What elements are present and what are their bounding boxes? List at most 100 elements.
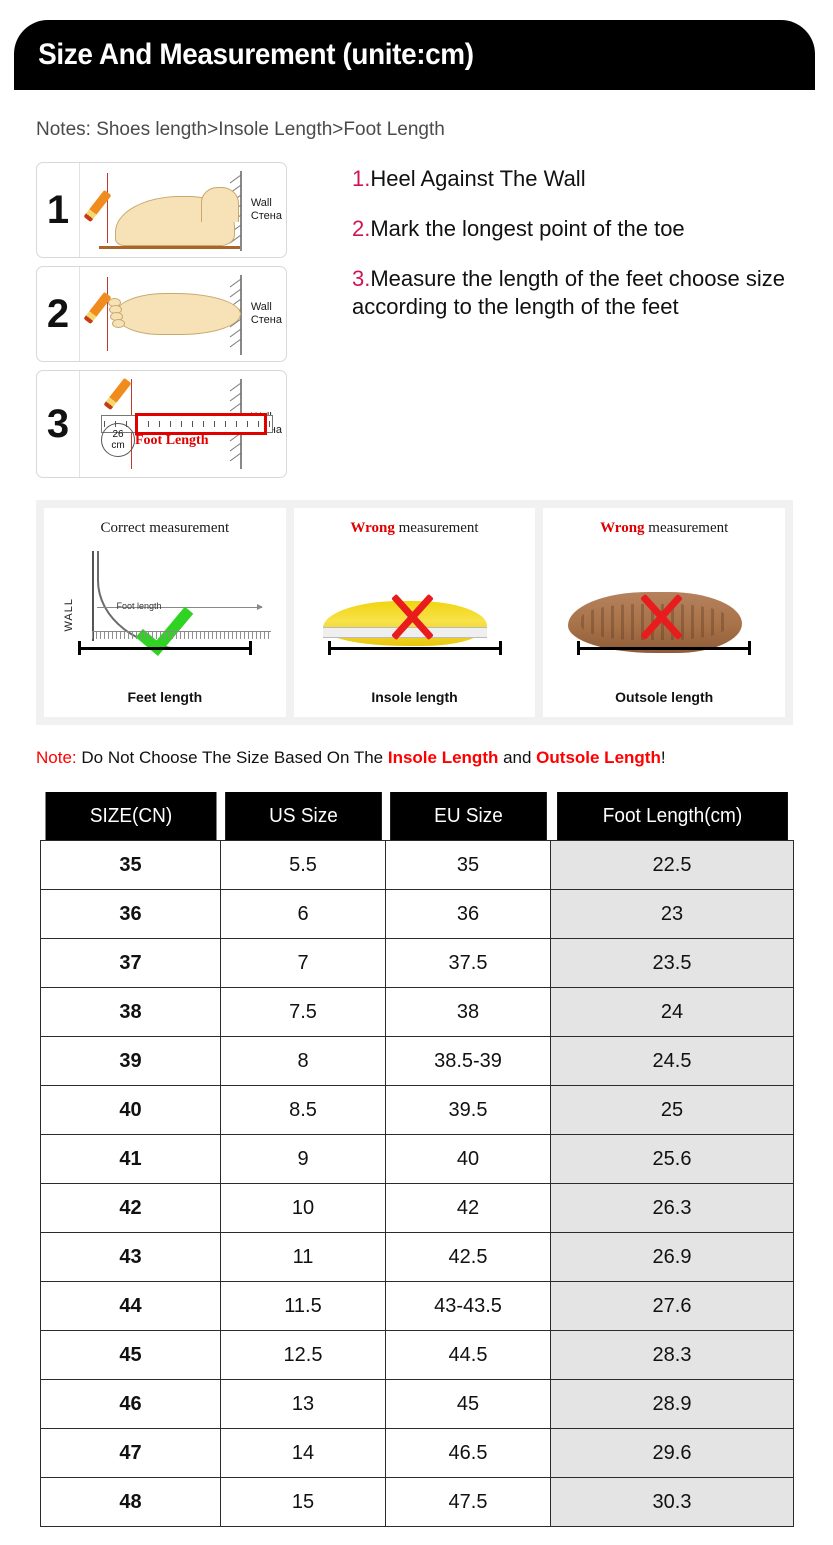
- foot-length-arrow-icon: [97, 603, 263, 610]
- measure-bar-icon: [327, 641, 502, 655]
- cell-eu-size: 46.5: [385, 1428, 551, 1478]
- cell-size-cn: 43: [40, 1232, 221, 1282]
- warning-note-part1: Do Not Choose The Size Based On The: [76, 748, 388, 767]
- cell-size-cn: 39: [40, 1036, 221, 1086]
- cell-foot-length: 25: [550, 1085, 794, 1135]
- cell-foot-length: 28.9: [550, 1379, 794, 1429]
- cell-size-cn: 46: [40, 1379, 221, 1429]
- wall-line-icon: [92, 551, 95, 641]
- cell-us-size: 13: [220, 1379, 386, 1429]
- cell-foot-length: 29.6: [550, 1428, 794, 1478]
- comparison-title-insole: Wrong measurement: [350, 520, 478, 537]
- table-row: 41 9 40 25.6: [40, 1134, 794, 1184]
- foot-side-view-diagram: Wall Стена: [79, 163, 286, 257]
- cell-size-cn: 48: [40, 1477, 221, 1527]
- size-table: SIZE(CN) US Size EU Size Foot Length(cm)…: [40, 792, 794, 1527]
- instruction-text: Measure the length of the feet choose si…: [352, 266, 785, 319]
- warning-highlight-outsole: Outsole Length: [536, 748, 661, 767]
- cell-us-size: 7.5: [220, 987, 386, 1037]
- comparison-title-text: Correct measurement: [100, 520, 230, 536]
- table-row: 40 8.5 39.5 25: [40, 1085, 794, 1135]
- cell-eu-size: 36: [385, 889, 551, 939]
- step-card-2: 2 Wall Стена: [36, 266, 287, 362]
- warning-highlight-insole: Insole Length: [387, 748, 499, 767]
- cell-size-cn: 47: [40, 1428, 221, 1478]
- comparison-title-correct: Correct measurement: [100, 520, 229, 537]
- cell-foot-length: 26.3: [550, 1183, 794, 1233]
- instruction-item-3: 3.Measure the length of the feet choose …: [352, 265, 814, 321]
- comparison-caption-feet: Feet length: [127, 689, 203, 705]
- cell-size-cn: 44: [40, 1281, 221, 1331]
- wall-label-2: Wall Стена: [250, 301, 282, 326]
- cell-size-cn: 40: [40, 1085, 221, 1135]
- ruler-ticks-icon: [104, 421, 270, 427]
- outsole-measurement-art: [543, 537, 785, 689]
- measure-bar-icon: [577, 641, 752, 655]
- cell-us-size: 5.5: [220, 840, 386, 890]
- foot-top-shape: [108, 293, 241, 335]
- cell-us-size: 7: [220, 938, 386, 988]
- instruction-index: 2.: [352, 216, 371, 241]
- comparison-panel-outsole: Wrong measurement Outsole length: [543, 508, 786, 717]
- cell-us-size: 12.5: [220, 1330, 386, 1380]
- toes-icon: [108, 298, 130, 330]
- cell-foot-length: 30.3: [550, 1477, 794, 1527]
- cell-foot-length: 23.5: [550, 938, 794, 988]
- table-row: 47 14 46.5 29.6: [40, 1428, 794, 1478]
- measure-bar-icon: [77, 641, 252, 655]
- insole-measurement-art: [294, 537, 536, 689]
- cell-foot-length: 27.6: [550, 1281, 794, 1331]
- cell-us-size: 9: [220, 1134, 386, 1184]
- comparison-title-text: measurement: [394, 520, 479, 536]
- cell-size-cn: 36: [40, 889, 221, 939]
- cell-size-cn: 38: [40, 987, 221, 1037]
- cell-eu-size: 38.5-39: [385, 1036, 551, 1086]
- step-number: 3: [37, 371, 80, 477]
- cell-eu-size: 39.5: [385, 1085, 551, 1135]
- step-number: 1: [37, 163, 80, 257]
- mark-line-icon: [107, 277, 108, 351]
- warning-note-part2: and: [498, 748, 537, 767]
- cell-foot-length: 23: [550, 889, 794, 939]
- cell-size-cn: 37: [40, 938, 221, 988]
- ruler-ground-icon: [92, 631, 272, 639]
- table-row: 44 11.5 43-43.5 27.6: [40, 1281, 794, 1331]
- page-title: Size And Measurement (unite:cm): [38, 38, 474, 71]
- pencil-icon: [103, 377, 132, 411]
- cell-us-size: 14: [220, 1428, 386, 1478]
- ground-line-icon: [99, 246, 240, 249]
- cell-eu-size: 37.5: [385, 938, 551, 988]
- instruction-list: 1.Heel Against The Wall 2.Mark the longe…: [352, 165, 814, 343]
- cell-us-size: 6: [220, 889, 386, 939]
- mark-line-icon: [107, 173, 108, 243]
- instruction-text: Heel Against The Wall: [370, 166, 586, 191]
- cell-us-size: 11.5: [220, 1281, 386, 1331]
- cell-eu-size: 45: [385, 1379, 551, 1429]
- size-table-body: 35 5.5 35 22.5 36 6 36 23 37 7 37.5 23.5 38 7.5 38 24 39…: [40, 840, 794, 1527]
- table-header-row: SIZE(CN) US Size EU Size Foot Length(cm): [41, 792, 794, 841]
- wrong-label: Wrong: [350, 520, 395, 536]
- cell-foot-length: 28.3: [550, 1330, 794, 1380]
- table-row: 45 12.5 44.5 28.3: [40, 1330, 794, 1380]
- cell-eu-size: 44.5: [385, 1330, 551, 1380]
- cell-eu-size: 38: [385, 987, 551, 1037]
- comparison-caption-outsole: Outsole length: [615, 689, 714, 705]
- comparison-panel-correct: Correct measurement WALL Foot length Fee…: [44, 508, 286, 717]
- warning-note: Note: Do Not Choose The Size Based On Th…: [36, 748, 666, 768]
- column-header-eu-size: EU Size: [389, 792, 547, 841]
- comparison-panels: Correct measurement WALL Foot length Fee…: [36, 500, 793, 725]
- foot-length-highlight-box: [135, 413, 267, 435]
- cell-us-size: 10: [220, 1183, 386, 1233]
- wrong-label: Wrong: [600, 520, 645, 536]
- table-row: 36 6 36 23: [40, 889, 794, 939]
- table-row: 48 15 47.5 30.3: [40, 1477, 794, 1527]
- cm-marker: 26 cm: [101, 423, 135, 457]
- header-bar: Size And Measurement (unite:cm): [14, 20, 815, 90]
- correct-measurement-art: WALL Foot length: [44, 537, 286, 689]
- cell-eu-size: 35: [385, 840, 551, 890]
- warning-note-label: Note:: [36, 748, 77, 767]
- step-number: 2: [37, 267, 80, 361]
- cell-eu-size: 42: [385, 1183, 551, 1233]
- column-header-size-cn: SIZE(CN): [45, 792, 216, 841]
